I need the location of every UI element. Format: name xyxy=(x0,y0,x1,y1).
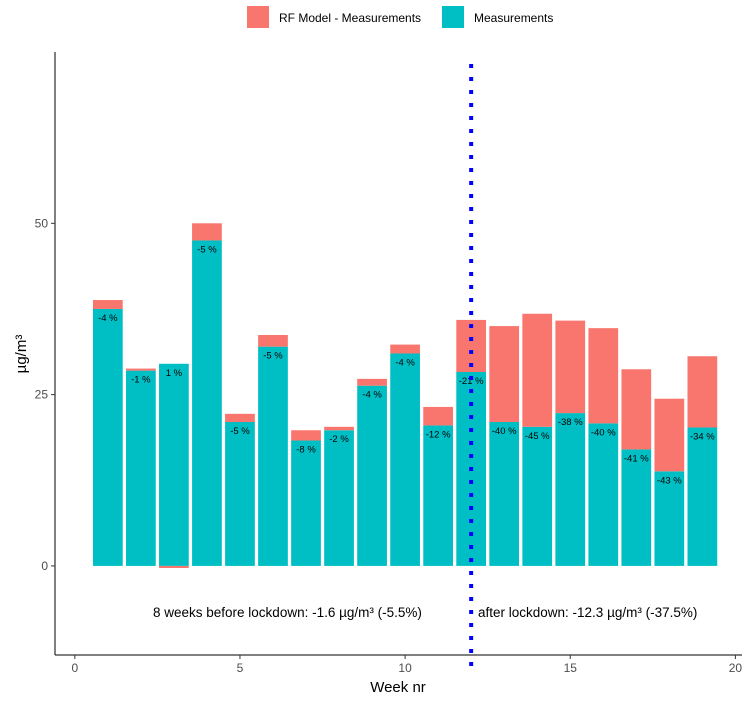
percent-label: 1 % xyxy=(166,368,183,379)
measurements-bar xyxy=(555,413,586,566)
percent-labels: -4 % -1 % 1 % -5 % -5 % -5 % -8 % -2 % -4 % -4 % -… xyxy=(98,244,715,486)
x-tick-label: 10 xyxy=(398,661,412,675)
rf-model-difference-bar xyxy=(192,223,222,241)
measurements-bar xyxy=(126,370,156,566)
measurements-bar xyxy=(522,426,553,566)
measurements-bar xyxy=(654,471,685,566)
rf-model-difference-bar xyxy=(522,313,553,427)
x-axis-ticks: 0 5 10 15 20 xyxy=(71,655,742,675)
rf-model-difference-bar xyxy=(654,398,685,472)
y-axis-title: µg/m³ xyxy=(13,335,30,374)
percent-label: -45 % xyxy=(525,431,550,442)
percent-label: -5 % xyxy=(263,351,283,362)
x-tick-label: 15 xyxy=(564,661,578,675)
measurements-bar xyxy=(621,449,652,566)
rf-model-difference-bar xyxy=(159,565,189,568)
percent-label: -43 % xyxy=(657,475,682,486)
rf-model-difference-bar xyxy=(324,426,354,431)
rf-model-difference-bar xyxy=(291,430,321,441)
percent-label: -41 % xyxy=(624,453,649,464)
measurements-bar xyxy=(390,353,420,566)
legend-swatch-measurements xyxy=(442,6,464,28)
measurements-bar xyxy=(225,422,255,566)
legend-label-rf-model: RF Model - Measurements xyxy=(279,11,421,25)
legend-label-measurements: Measurements xyxy=(474,11,553,25)
measurements-bar xyxy=(258,346,288,566)
annotation-after-lockdown: after lockdown: -12.3 µg/m³ (-37.5%) xyxy=(478,605,697,620)
rf-model-difference-bar xyxy=(225,413,255,423)
measurements-bar xyxy=(489,422,520,566)
x-tick-label: 5 xyxy=(237,661,244,675)
measurements-bar xyxy=(159,363,189,566)
rf-model-difference-bar xyxy=(126,368,156,371)
measurements-bar xyxy=(588,423,619,566)
measurements-bar xyxy=(423,425,453,566)
percent-label: -5 % xyxy=(197,244,217,255)
rf-model-difference-bar xyxy=(390,344,420,354)
rf-model-difference-bar xyxy=(588,328,619,424)
rf-model-difference-bar xyxy=(357,378,387,386)
rf-model-difference-bar xyxy=(687,356,718,428)
percent-label: -4 % xyxy=(395,358,415,369)
y-tick-label: 0 xyxy=(41,559,48,573)
percent-label: -2 % xyxy=(329,434,349,445)
percent-label: -12 % xyxy=(426,429,451,440)
percent-label: -4 % xyxy=(362,390,382,401)
percent-label: -21 % xyxy=(459,376,484,387)
y-tick-label: 50 xyxy=(35,216,49,230)
annotation-before-lockdown: 8 weeks before lockdown: -1.6 µg/m³ (-5.… xyxy=(153,605,422,620)
rf-model-difference-bar xyxy=(555,320,586,414)
percent-label: -40 % xyxy=(591,427,616,438)
percent-label: -8 % xyxy=(296,445,316,456)
measurements-bar xyxy=(687,427,718,566)
percent-label: -1 % xyxy=(131,375,151,386)
measurements-bar xyxy=(192,240,222,566)
percent-label: -40 % xyxy=(492,426,517,437)
percent-label: -38 % xyxy=(558,417,583,428)
x-tick-label: 0 xyxy=(71,661,78,675)
rf-model-difference-bar xyxy=(92,300,123,309)
rf-model-difference-bar xyxy=(621,369,652,450)
measurements-bar xyxy=(324,430,354,566)
y-axis-ticks: 0 25 50 xyxy=(35,216,55,573)
percent-label: -5 % xyxy=(230,426,250,437)
rf-model-difference-bar xyxy=(489,326,520,423)
rf-model-difference-bar xyxy=(423,406,453,426)
legend-swatch-rf-model xyxy=(247,6,269,28)
legend: RF Model - Measurements Measurements xyxy=(247,6,553,28)
percent-label: -34 % xyxy=(690,432,715,443)
percent-label: -4 % xyxy=(98,313,118,324)
measurements-bar xyxy=(291,440,321,566)
rf-model-difference-bar xyxy=(258,334,288,347)
measurements-bar xyxy=(92,308,123,566)
measurements-bar xyxy=(357,385,387,566)
x-tick-label: 20 xyxy=(729,661,743,675)
x-axis-title: Week nr xyxy=(370,679,426,696)
y-tick-label: 25 xyxy=(35,388,49,402)
bars xyxy=(92,223,718,568)
